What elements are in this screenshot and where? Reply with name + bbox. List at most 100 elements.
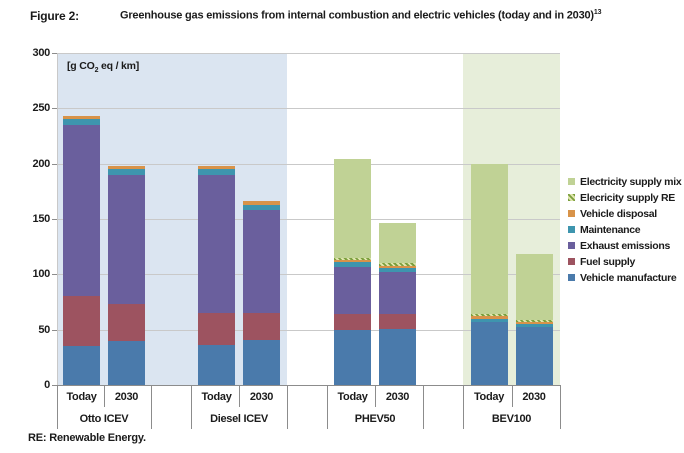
figure-number-label: Figure 2: [30,9,79,23]
bar-segment-exhaust [243,210,280,314]
y-gridline [57,274,560,276]
category-axis-tick [57,385,58,429]
category-axis-tick [151,385,152,429]
category-axis-tick [287,385,288,429]
y-axis-line [57,53,58,385]
stacked-bar-otto-icev-today [63,116,100,385]
legend-label: Vehicle manufacture [580,272,677,284]
legend-label: Elecricity supply RE [580,192,675,204]
bar-segment-disposal [470,316,508,319]
footnote: RE: Renewable Energy. [28,432,146,444]
legend-swatch-maintenance [568,226,575,233]
group-label: PHEV50 [354,413,396,425]
figure-header: Figure 2: Greenhouse gas emissions from … [0,9,684,27]
bar-segment-disposal [63,116,100,120]
legend-label: Vehicle disposal [580,208,657,220]
legend-label: Maintenance [580,224,641,236]
bar-segment-re [470,314,508,317]
legend-item: Vehicle disposal [568,208,684,220]
group-label: Diesel ICEV [210,413,268,425]
legend-item: Fuel supply [568,256,684,268]
bar-segment-mix [470,163,508,315]
legend-swatch-manufacture [568,274,575,281]
bar-segment-maintenance [470,318,508,322]
stacked-bar-otto-icev-2030 [108,165,145,385]
legend-item: Vehicle manufacture [568,272,684,284]
y-axis-tick-label: 50 [38,323,50,336]
y-axis-tick [52,219,57,220]
y-axis-tick [52,385,57,386]
footnote-reference: 13 [593,9,602,16]
bar-segment-manufacture [108,340,145,385]
stacked-bar-phev50-today [334,159,371,385]
category-axis-tick [423,385,424,429]
stacked-bar-diesel-icev-today [198,165,235,385]
bar-segment-maintenance [379,267,416,273]
y-gridline [57,329,560,331]
legend-label: Electricity supply mix [580,176,682,188]
legend-item: Elecricity supply RE [568,192,684,204]
y-axis-tick-label: 150 [32,213,51,225]
legend-swatch-fuel [568,258,575,265]
bar-segment-maintenance [515,324,553,328]
bar-segment-fuel [198,313,235,346]
bar-segment-re [334,257,371,260]
y-axis-tick [52,329,57,331]
bar-segment-fuel [63,296,100,347]
y-axis-tick-label: 250 [32,102,51,115]
bar-segment-disposal [243,201,280,205]
legend-item: Maintenance [568,224,684,236]
bar-segment-exhaust [108,174,145,305]
y-gridline [57,219,560,220]
bar-label: Today [473,391,505,403]
y-axis-tick-label: 200 [32,157,51,170]
bar-segment-exhaust [198,174,235,314]
legend-item: Electricity supply mix [568,176,684,188]
bar-segment-mix [515,254,553,320]
legend-swatch-disposal [568,210,575,217]
bar-segment-maintenance [63,119,100,125]
bar-segment-maintenance [334,262,371,267]
bar-label: 2030 [522,391,546,403]
stacked-bar-diesel-icev-2030 [243,201,280,385]
category-axis-mid-tick [375,385,376,407]
legend-swatch-re [568,194,575,201]
y-axis-tick [52,108,57,110]
y-axis-tick-label: 300 [32,47,51,59]
bar-segment-disposal [379,265,416,268]
category-axis-tick [327,385,328,429]
x-axis-line [57,385,560,386]
bar-segment-fuel [243,313,280,340]
bar-label: Today [201,391,232,403]
bar-segment-manufacture [63,346,100,385]
legend-label: Exhaust emissions [580,240,671,252]
bar-label: Today [337,391,368,403]
bar-segment-exhaust [63,124,100,297]
category-axis-tick [463,385,464,429]
y-axis-unit-label: [g CO2 eq / km] [67,60,140,75]
bar-segment-maintenance [198,169,235,175]
legend-item: Exhaust emissions [568,240,684,252]
bar-segment-manufacture [470,321,508,385]
y-axis-tick [52,163,57,165]
bar-segment-fuel [108,304,145,341]
stacked-bar-bev100-today [470,163,508,385]
bar-segment-manufacture [198,345,235,385]
bar-segment-mix [379,223,416,264]
category-axis-mid-tick [511,385,513,407]
bar-segment-manufacture [379,328,416,385]
legend-swatch-exhaust [568,242,575,249]
category-axis-mid-tick [104,385,105,407]
bar-segment-disposal [108,165,145,170]
group-label: Otto ICEV [79,413,129,425]
bar-segment-manufacture [334,329,371,385]
bar-segment-maintenance [108,169,145,175]
category-axis-mid-tick [239,385,240,407]
y-axis-tick [52,274,57,276]
bar-segment-disposal [334,259,371,263]
bar-segment-fuel [379,314,416,329]
category-axis-tick [560,385,561,429]
bar-segment-disposal [198,165,235,170]
bar-label: 2030 [114,391,139,403]
